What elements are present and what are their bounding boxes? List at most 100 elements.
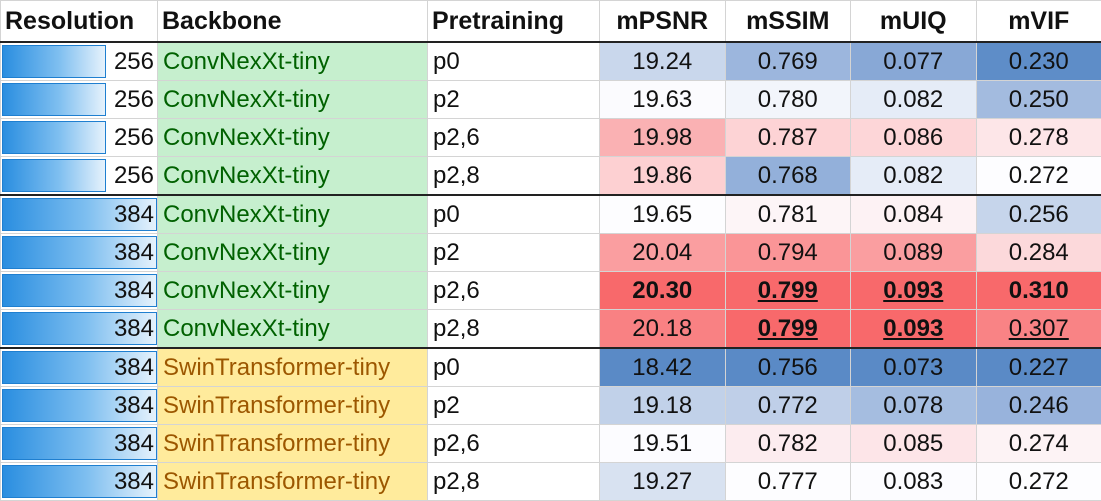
mpsnr-cell[interactable]: 19.98 — [600, 119, 726, 157]
pretraining-cell[interactable]: p2,8 — [428, 157, 600, 196]
pretraining-cell[interactable]: p0 — [428, 195, 600, 234]
resolution-cell[interactable]: 256 — [1, 81, 158, 119]
resolution-value: 384 — [114, 201, 154, 228]
backbone-cell[interactable]: ConvNexXt-tiny — [158, 157, 428, 196]
header-mssim[interactable]: mSSIM — [725, 1, 851, 43]
header-muiq[interactable]: mUIQ — [851, 1, 977, 43]
mpsnr-cell[interactable]: 19.24 — [600, 42, 726, 81]
backbone-cell[interactable]: SwinTransformer-tiny — [158, 425, 428, 463]
muiq-cell[interactable]: 0.073 — [851, 348, 977, 387]
resolution-cell[interactable]: 256 — [1, 119, 158, 157]
muiq-cell[interactable]: 0.082 — [851, 81, 977, 119]
muiq-cell[interactable]: 0.093 — [851, 272, 977, 310]
mpsnr-cell[interactable]: 19.27 — [600, 463, 726, 501]
muiq-cell[interactable]: 0.093 — [851, 310, 977, 349]
backbone-cell[interactable]: ConvNexXt-tiny — [158, 195, 428, 234]
mvif-cell[interactable]: 0.278 — [976, 119, 1101, 157]
muiq-cell[interactable]: 0.084 — [851, 195, 977, 234]
mpsnr-cell[interactable]: 19.65 — [600, 195, 726, 234]
resolution-cell[interactable]: 384 — [1, 234, 158, 272]
pretraining-cell[interactable]: p2,6 — [428, 425, 600, 463]
resolution-data-bar — [2, 83, 106, 116]
muiq-cell[interactable]: 0.086 — [851, 119, 977, 157]
backbone-cell[interactable]: ConvNexXt-tiny — [158, 119, 428, 157]
muiq-cell[interactable]: 0.083 — [851, 463, 977, 501]
backbone-cell[interactable]: ConvNexXt-tiny — [158, 272, 428, 310]
mpsnr-cell[interactable]: 19.63 — [600, 81, 726, 119]
muiq-cell[interactable]: 0.085 — [851, 425, 977, 463]
mssim-cell[interactable]: 0.777 — [725, 463, 851, 501]
muiq-cell[interactable]: 0.078 — [851, 387, 977, 425]
header-resolution[interactable]: Resolution — [1, 1, 158, 43]
mvif-cell[interactable]: 0.272 — [976, 157, 1101, 196]
pretraining-cell[interactable]: p2,6 — [428, 272, 600, 310]
muiq-cell[interactable]: 0.089 — [851, 234, 977, 272]
mssim-cell[interactable]: 0.799 — [725, 310, 851, 349]
resolution-cell[interactable]: 384 — [1, 348, 158, 387]
resolution-value: 384 — [114, 315, 154, 342]
resolution-cell[interactable]: 384 — [1, 387, 158, 425]
mvif-cell[interactable]: 0.250 — [976, 81, 1101, 119]
mpsnr-cell[interactable]: 19.51 — [600, 425, 726, 463]
pretraining-cell[interactable]: p2 — [428, 234, 600, 272]
mssim-cell[interactable]: 0.787 — [725, 119, 851, 157]
backbone-cell[interactable]: ConvNexXt-tiny — [158, 81, 428, 119]
mvif-cell[interactable]: 0.272 — [976, 463, 1101, 501]
header-pretraining[interactable]: Pretraining — [428, 1, 600, 43]
mpsnr-cell[interactable]: 20.04 — [600, 234, 726, 272]
mssim-cell[interactable]: 0.756 — [725, 348, 851, 387]
backbone-cell[interactable]: ConvNexXt-tiny — [158, 310, 428, 349]
mpsnr-cell[interactable]: 19.86 — [600, 157, 726, 196]
mssim-cell[interactable]: 0.780 — [725, 81, 851, 119]
resolution-cell[interactable]: 384 — [1, 195, 158, 234]
pretraining-cell[interactable]: p2,8 — [428, 463, 600, 501]
backbone-cell[interactable]: SwinTransformer-tiny — [158, 387, 428, 425]
backbone-cell[interactable]: ConvNexXt-tiny — [158, 42, 428, 81]
backbone-cell[interactable]: SwinTransformer-tiny — [158, 348, 428, 387]
mvif-cell[interactable]: 0.307 — [976, 310, 1101, 349]
resolution-cell[interactable]: 256 — [1, 157, 158, 196]
mvif-cell[interactable]: 0.284 — [976, 234, 1101, 272]
mvif-cell[interactable]: 0.246 — [976, 387, 1101, 425]
backbone-cell[interactable]: SwinTransformer-tiny — [158, 463, 428, 501]
pretraining-cell[interactable]: p0 — [428, 42, 600, 81]
mssim-cell[interactable]: 0.782 — [725, 425, 851, 463]
mvif-cell[interactable]: 0.230 — [976, 42, 1101, 81]
pretraining-cell[interactable]: p2 — [428, 387, 600, 425]
backbone-cell[interactable]: ConvNexXt-tiny — [158, 234, 428, 272]
mpsnr-cell[interactable]: 20.18 — [600, 310, 726, 349]
pretraining-cell[interactable]: p2,8 — [428, 310, 600, 349]
resolution-cell[interactable]: 384 — [1, 272, 158, 310]
pretraining-cell[interactable]: p2 — [428, 81, 600, 119]
header-backbone[interactable]: Backbone — [158, 1, 428, 43]
mvif-cell[interactable]: 0.310 — [976, 272, 1101, 310]
resolution-cell[interactable]: 384 — [1, 463, 158, 501]
pretraining-cell[interactable]: p0 — [428, 348, 600, 387]
mvif-cell[interactable]: 0.227 — [976, 348, 1101, 387]
mssim-cell[interactable]: 0.769 — [725, 42, 851, 81]
mssim-cell[interactable]: 0.799 — [725, 272, 851, 310]
mssim-cell[interactable]: 0.781 — [725, 195, 851, 234]
resolution-cell[interactable]: 384 — [1, 425, 158, 463]
resolution-cell[interactable]: 256 — [1, 42, 158, 81]
mssim-cell[interactable]: 0.772 — [725, 387, 851, 425]
header-mvif[interactable]: mVIF — [976, 1, 1101, 43]
resolution-cell[interactable]: 384 — [1, 310, 158, 349]
muiq-cell[interactable]: 0.077 — [851, 42, 977, 81]
mssim-cell[interactable]: 0.794 — [725, 234, 851, 272]
mvif-cell[interactable]: 0.274 — [976, 425, 1101, 463]
muiq-cell[interactable]: 0.082 — [851, 157, 977, 196]
mvif-cell[interactable]: 0.256 — [976, 195, 1101, 234]
mpsnr-cell[interactable]: 19.18 — [600, 387, 726, 425]
resolution-value: 384 — [114, 239, 154, 266]
mssim-cell[interactable]: 0.768 — [725, 157, 851, 196]
pretraining-cell[interactable]: p2,6 — [428, 119, 600, 157]
mpsnr-cell[interactable]: 20.30 — [600, 272, 726, 310]
mpsnr-cell[interactable]: 18.42 — [600, 348, 726, 387]
header-mpsnr[interactable]: mPSNR — [600, 1, 726, 43]
